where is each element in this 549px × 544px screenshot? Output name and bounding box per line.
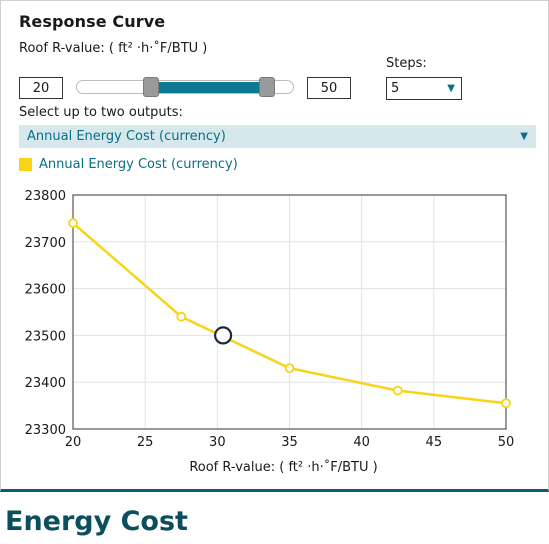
current-value-marker (214, 326, 233, 345)
x-tick-label: 45 (426, 435, 443, 450)
panel-title: Response Curve (19, 12, 166, 31)
legend-swatch (19, 158, 32, 171)
page-title: Energy Cost (5, 506, 188, 537)
steps-select[interactable]: 5 ▼ (386, 77, 462, 100)
chevron-down-icon: ▼ (447, 83, 455, 94)
x-tick-label: 50 (498, 435, 515, 450)
y-tick-label: 23600 (25, 283, 66, 298)
x-tick-label: 20 (65, 435, 82, 450)
x-tick-label: 35 (281, 435, 298, 450)
data-point (392, 385, 403, 396)
range-min-input[interactable]: 20 (19, 77, 63, 99)
parameter-label: Roof R-value: ( ft² ·h·˚F/BTU ) (19, 41, 208, 56)
range-slider-fill (150, 82, 267, 93)
output-select[interactable]: Annual Energy Cost (currency) ▼ (19, 125, 536, 148)
steps-label: Steps: (386, 56, 427, 71)
legend-label: Annual Energy Cost (currency) (39, 157, 238, 172)
y-tick-label: 23400 (25, 376, 66, 391)
chevron-down-icon: ▼ (520, 131, 528, 142)
response-curve-panel: Response Curve Roof R-value: ( ft² ·h·˚F… (0, 0, 549, 492)
data-point (176, 311, 187, 322)
response-curve-chart: 20 25 30 35 40 45 50 23300 23400 23500 23600 23700 2… (25, 189, 515, 475)
chart-legend: Annual Energy Cost (currency) (19, 157, 238, 172)
y-tick-label: 23700 (25, 236, 66, 251)
x-axis-label: Roof R-value: ( ft² ·h·˚F/BTU ) (189, 459, 377, 475)
x-tick-label: 40 (353, 435, 370, 450)
y-tick-label: 23300 (25, 423, 66, 438)
range-max-input[interactable]: 50 (307, 77, 351, 99)
output-select-value: Annual Energy Cost (currency) (27, 129, 226, 144)
steps-select-value: 5 (391, 81, 400, 96)
data-point (284, 363, 295, 374)
x-tick-label: 25 (137, 435, 154, 450)
data-point (501, 398, 511, 409)
y-tick-label: 23800 (25, 189, 66, 204)
range-slider-low-handle[interactable] (143, 77, 159, 97)
data-point (68, 218, 78, 228)
x-tick-label: 30 (209, 435, 226, 450)
plot-frame (72, 194, 507, 430)
range-slider-high-handle[interactable] (259, 77, 275, 97)
y-tick-label: 23500 (25, 329, 66, 344)
outputs-label: Select up to two outputs: (19, 105, 183, 120)
